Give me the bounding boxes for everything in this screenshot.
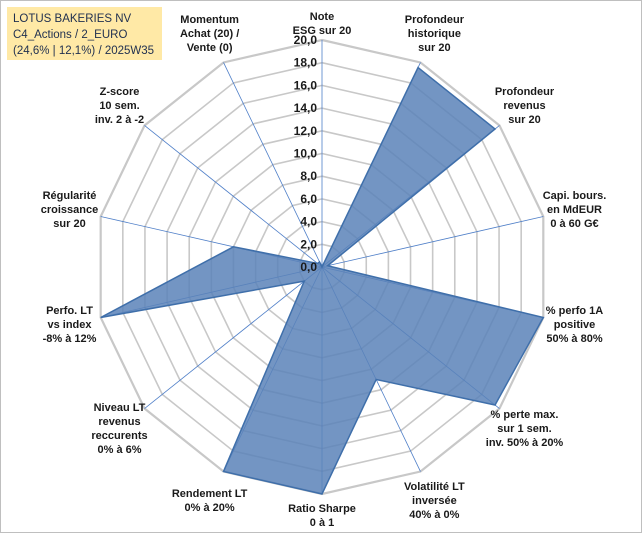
data-layer	[100, 66, 545, 495]
axis-label: Profondeur revenus sur 20	[495, 86, 555, 126]
tick-layer: 0,0 2,0 4,0 6,0 8,0 10,0 12,0 14,0 16,0 18,0 20,0	[294, 33, 318, 274]
axis-label: Capi. bours. en MdEUR 0 à 60 G€	[543, 190, 607, 230]
axis-label-layer: Note ESG sur 20 Profondeur historique sur 20…	[41, 11, 607, 529]
axis-label: Régularité croissance sur 20	[41, 190, 98, 230]
tick-label: 18,0	[294, 56, 318, 70]
axis-spoke	[321, 216, 544, 268]
tick-label: 4,0	[300, 215, 317, 229]
tick-label: 2,0	[300, 237, 317, 251]
tick-label: 16,0	[294, 78, 318, 92]
tick-label: 20,0	[294, 33, 318, 47]
axis-label: % perfo 1A positive 50% à 80%	[546, 305, 604, 345]
axis-label: Momentum Achat (20) / Vente (0)	[180, 14, 239, 54]
axis-label: Profondeur historique sur 20	[405, 14, 465, 54]
title-line-category: C4_Actions / 2_EURO	[13, 29, 128, 41]
title-box: LOTUS BAKERIES NV C4_Actions / 2_EURO (2…	[7, 7, 162, 60]
axis-spoke	[223, 62, 323, 268]
tick-label: 10,0	[294, 147, 318, 161]
axis-label: % perte max. sur 1 sem. inv. 50% à 20%	[486, 409, 564, 449]
title-line-company: LOTUS BAKERIES NV	[13, 13, 132, 25]
axis-spoke	[144, 125, 323, 268]
axis-label: Volatilité LT inversée 40% à 0%	[404, 481, 465, 521]
tick-label: 0,0	[300, 260, 317, 274]
tick-label: 12,0	[294, 124, 318, 138]
axis-label: Z-score 10 sem. inv. 2 à -2	[95, 86, 144, 126]
series-area	[100, 66, 545, 495]
tick-label: 14,0	[294, 101, 318, 115]
tick-label: 6,0	[300, 192, 317, 206]
tick-label: 8,0	[300, 169, 317, 183]
axis-label: Ratio Sharpe 0 à 1	[288, 503, 356, 529]
axis-label: Niveau LT revenus reccurents 0% à 6%	[91, 402, 147, 456]
axis-label: Perfo. LT vs index -8% à 12%	[43, 305, 97, 345]
title-line-stats: (24,6% | 12,1%) / 2025W35	[13, 45, 155, 57]
axis-spoke	[144, 266, 323, 409]
axis-label: Note ESG sur 20	[293, 11, 352, 37]
axis-label: Rendement LT 0% à 20%	[172, 488, 248, 514]
